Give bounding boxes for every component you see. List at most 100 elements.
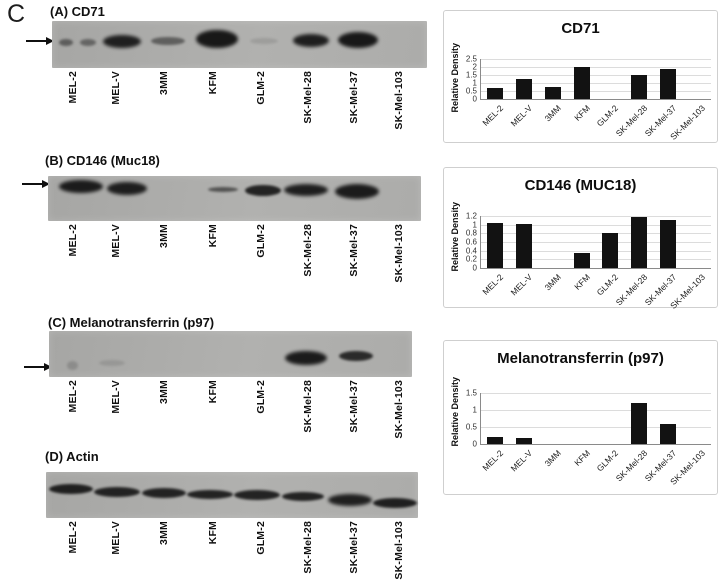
y-tick-label: 2.5 <box>465 54 477 64</box>
lane-label: GLM-2 <box>255 224 267 258</box>
lane-label: KFM <box>207 224 219 248</box>
panel-title: (A) CD71 <box>50 4 105 19</box>
lane-label: MEL-V <box>110 521 122 555</box>
x-tick-label: MEL-V <box>508 103 535 129</box>
y-tick-label: 1.5 <box>465 70 477 80</box>
y-tick-label: 1.5 <box>465 388 477 398</box>
lane-labels: MEL-2 MEL-V 3MM KFM GLM-2 SK-Mel-28 SK-Mel-37 S… <box>0 224 440 306</box>
lane-label: KFM <box>207 380 219 404</box>
lane-labels: MEL-2 MEL-V 3MM KFM GLM-2 SK-Mel-28 SK-Mel-37 S… <box>0 380 440 456</box>
protein-band <box>328 494 372 506</box>
western-blot-actin <box>46 472 418 518</box>
y-axis-label: Relative Density <box>450 202 460 272</box>
bar-sk-mel-37 <box>659 220 676 268</box>
y-tick-label: 0.5 <box>465 422 477 432</box>
protein-band <box>284 184 328 196</box>
plot-area: 0 0.5 1 1.5 2 2.5 MEL-2 MEL-V 3MM KFM GLM-2 SK-Mel-… <box>466 55 711 142</box>
protein-band <box>99 360 125 366</box>
lane-label: MEL-2 <box>67 224 79 257</box>
protein-band <box>234 490 280 500</box>
western-blot-melanotransferrin <box>49 331 412 377</box>
gridline <box>481 75 711 76</box>
protein-band <box>285 351 327 365</box>
gridline <box>481 216 711 217</box>
x-tick-label: MEL-V <box>508 448 535 474</box>
gridline <box>481 224 711 226</box>
y-tick-label: 1.2 <box>465 211 477 221</box>
y-tick-label: 0.4 <box>465 246 477 256</box>
protein-band <box>59 179 103 193</box>
lane-label: SK-Mel-37 <box>348 521 360 574</box>
lane-label: SK-Mel-28 <box>302 380 314 433</box>
western-blot-cd71 <box>52 21 427 68</box>
lane-label: 3MM <box>158 380 170 404</box>
protein-band <box>335 183 379 199</box>
gridline <box>481 242 711 243</box>
gridline <box>481 250 711 252</box>
bar-mel-2 <box>487 222 504 268</box>
y-tick-label: 0.8 <box>465 228 477 238</box>
lane-labels: MEL-2 MEL-V 3MM KFM GLM-2 SK-Mel-28 SK-Mel-37 S… <box>0 71 440 153</box>
y-tick-label: 0 <box>472 263 477 273</box>
plot-area: 0 0.5 1 1.5 MEL-2 MEL-V 3MM KFM GLM-2 SK-Mel-28 SK… <box>466 389 711 487</box>
y-tick-label: 0.5 <box>465 86 477 96</box>
y-tick-label: 0 <box>472 439 477 449</box>
protein-band <box>94 487 140 497</box>
bar-mel-v <box>516 438 533 444</box>
x-tick-label: 3MM <box>542 103 563 124</box>
bar-mel-2 <box>487 437 504 444</box>
lane-label: GLM-2 <box>255 380 267 414</box>
protein-band <box>293 33 329 47</box>
bar-sk-mel-28 <box>631 216 648 268</box>
protein-band <box>245 184 281 196</box>
western-blot-cd146 <box>48 176 421 221</box>
lane-label: GLM-2 <box>255 521 267 555</box>
x-tick-label: KFM <box>571 448 592 468</box>
bar-sk-mel-28 <box>631 403 648 444</box>
lane-label: SK-Mel-28 <box>302 224 314 277</box>
protein-band <box>103 34 141 48</box>
protein-band <box>66 360 78 370</box>
lane-label: 3MM <box>158 521 170 545</box>
bar-sk-mel-37 <box>659 68 676 99</box>
x-tick-label: GLM-2 <box>595 103 621 129</box>
x-tick-label: KFM <box>571 272 592 292</box>
protein-band <box>49 484 93 494</box>
x-tick-label: MEL-2 <box>480 272 506 297</box>
plot-area: 0 0.2 0.4 0.6 0.8 1 1.2 MEL-2 MEL-V 3MM KFM GLM-2 SK… <box>466 212 711 311</box>
bar-3mm <box>544 87 561 99</box>
y-axis-label: Relative Density <box>450 43 460 113</box>
lane-label: SK-Mel-37 <box>348 71 360 124</box>
y-tick-label: 1 <box>472 220 477 230</box>
gridline <box>481 233 711 235</box>
x-tick-label: 3MM <box>542 272 563 293</box>
lane-label: SK-Mel-37 <box>348 224 360 277</box>
band-arrow-icon <box>26 36 54 45</box>
bar-glm-2 <box>602 233 619 268</box>
lane-label: 3MM <box>158 71 170 95</box>
panel-title: (C) Melanotransferrin (p97) <box>48 315 215 330</box>
gridline <box>481 393 711 394</box>
protein-band <box>208 186 238 192</box>
y-tick-label: 0.6 <box>465 237 477 247</box>
bar-mel-v <box>516 79 533 99</box>
gridline <box>481 427 711 428</box>
lane-label: KFM <box>207 71 219 95</box>
lane-label: MEL-V <box>110 224 122 258</box>
bar-sk-mel-28 <box>631 75 648 99</box>
protein-band <box>282 491 324 501</box>
x-tick-label: MEL-2 <box>480 448 506 473</box>
lane-label: MEL-2 <box>67 380 79 413</box>
protein-band <box>151 37 185 45</box>
lane-label: MEL-2 <box>67 71 79 104</box>
protein-band <box>339 351 373 361</box>
lane-labels: MEL-2 MEL-V 3MM KFM GLM-2 SK-Mel-28 SK-Mel-37 S… <box>0 521 440 584</box>
bar-mel-2 <box>487 87 504 99</box>
protein-band <box>373 498 417 508</box>
bar-mel-v <box>516 223 533 268</box>
protein-band <box>250 38 278 44</box>
gridline <box>481 67 711 68</box>
gridline <box>481 83 711 84</box>
y-tick-label: 2 <box>472 62 477 72</box>
chart-title: Melanotransferrin (p97) <box>497 350 664 367</box>
